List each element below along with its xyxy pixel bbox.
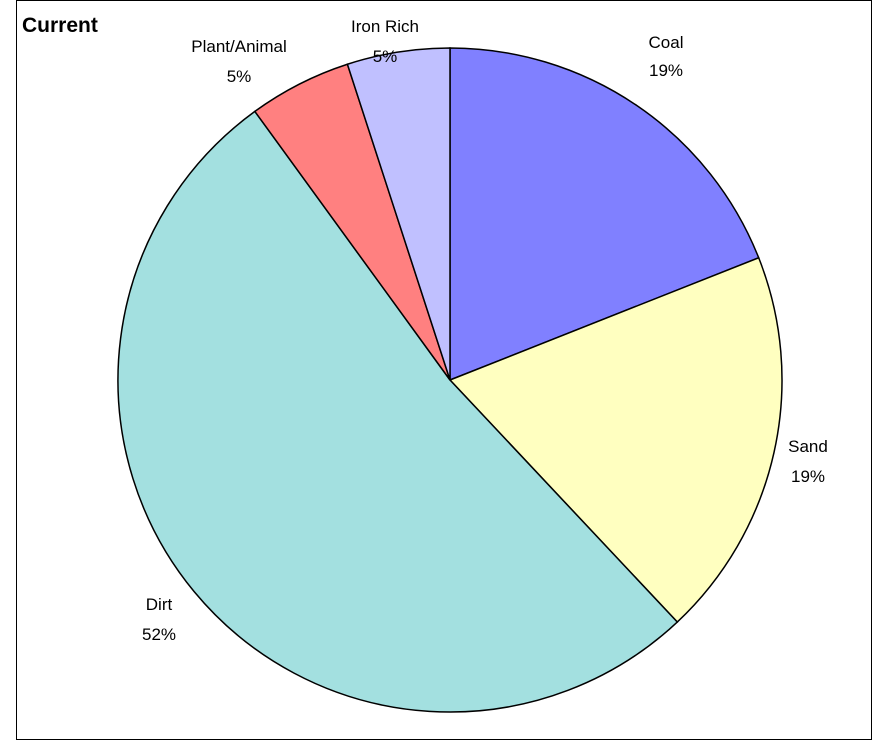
chart-title: Current	[22, 14, 98, 37]
slice-label-name: Coal	[649, 33, 684, 52]
slice-label-percent: 52%	[142, 625, 176, 644]
slice-label-name: Iron Rich	[351, 17, 419, 36]
pie-slice-dirt	[117, 110, 679, 713]
slice-label-name: Dirt	[146, 595, 173, 614]
slice-label-name: Sand	[788, 437, 828, 456]
slice-label-name: Plant/Animal	[191, 37, 286, 56]
pie-slice-iron-rich	[346, 47, 451, 381]
slice-label-percent: 5%	[227, 67, 252, 86]
slice-label-percent: 5%	[373, 47, 398, 66]
slice-label-percent: 19%	[791, 467, 825, 486]
pie-slice-coal	[449, 47, 760, 382]
slice-label-percent: 19%	[649, 61, 683, 80]
pie-slice-sand	[448, 256, 783, 624]
